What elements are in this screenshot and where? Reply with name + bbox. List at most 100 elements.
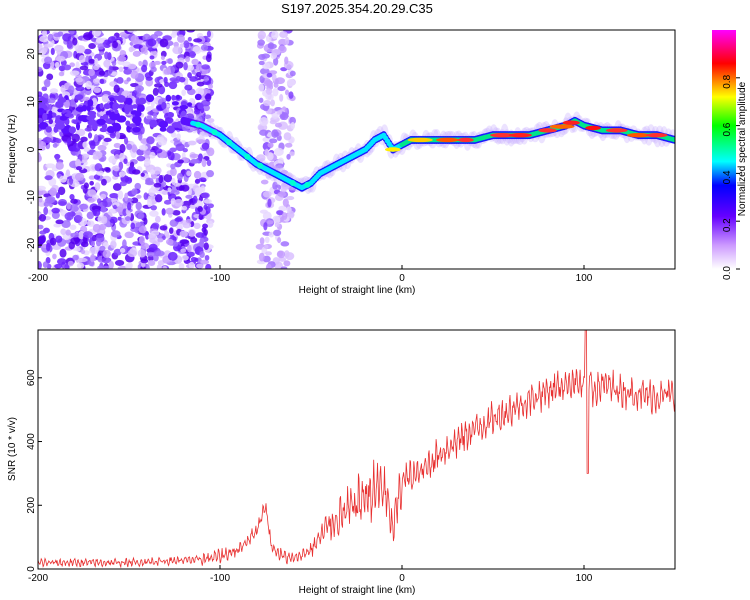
noise-speckle bbox=[112, 183, 122, 191]
noise-speckle bbox=[54, 61, 60, 68]
noise-speckle bbox=[275, 77, 286, 85]
noise-speckle bbox=[81, 241, 89, 248]
noise-speckle bbox=[38, 66, 43, 72]
noise-speckle bbox=[193, 109, 201, 115]
noise-speckle bbox=[143, 149, 151, 156]
noise-speckle bbox=[201, 64, 210, 70]
noise-speckle bbox=[44, 56, 53, 64]
noise-speckle bbox=[274, 222, 280, 228]
noise-speckle bbox=[165, 207, 174, 215]
ridge-hotspot bbox=[508, 132, 532, 138]
noise-speckle bbox=[47, 33, 54, 42]
noise-speckle bbox=[179, 104, 189, 110]
colorbar: 0.0 0.2 0.4 0.6 0.8 Normalized spectral ampl… bbox=[712, 30, 748, 280]
noise-speckle bbox=[116, 55, 127, 62]
noise-speckle bbox=[44, 175, 53, 181]
noise-speckle bbox=[264, 148, 270, 157]
snr-series-line bbox=[38, 330, 675, 569]
noise-speckle bbox=[92, 123, 98, 130]
noise-speckle bbox=[86, 211, 94, 220]
noise-speckle bbox=[181, 205, 188, 211]
noise-speckle bbox=[38, 117, 43, 123]
noise-speckle bbox=[193, 170, 202, 179]
noise-speckle bbox=[96, 118, 106, 126]
noise-speckle bbox=[131, 115, 142, 124]
noise-speckle bbox=[119, 170, 126, 177]
noise-speckle bbox=[130, 222, 136, 230]
noise-speckle bbox=[143, 158, 151, 166]
noise-speckle bbox=[181, 254, 189, 261]
noise-speckle bbox=[69, 70, 80, 77]
noise-speckle bbox=[88, 175, 96, 180]
noise-speckle bbox=[93, 174, 101, 180]
noise-speckle bbox=[146, 115, 153, 120]
noise-speckle bbox=[79, 65, 89, 71]
ridge-hotspot bbox=[538, 128, 557, 133]
noise-speckle bbox=[179, 239, 190, 244]
noise-speckle bbox=[274, 261, 283, 269]
noise-speckle bbox=[124, 177, 133, 184]
noise-speckle bbox=[118, 161, 124, 171]
noise-speckle bbox=[196, 71, 202, 78]
noise-speckle bbox=[75, 166, 83, 171]
noise-speckle bbox=[41, 86, 48, 92]
noise-speckle bbox=[79, 203, 89, 210]
noise-speckle bbox=[197, 102, 204, 110]
noise-speckle bbox=[276, 250, 286, 259]
snr-panel: -200 -100 0 100 0 200 400 600 Height of straig… bbox=[7, 329, 676, 596]
noise-speckle bbox=[272, 215, 281, 224]
noise-speckle bbox=[162, 123, 167, 128]
noise-speckle bbox=[268, 231, 275, 238]
noise-speckle bbox=[208, 84, 214, 89]
noise-speckle bbox=[119, 152, 126, 161]
noise-speckle bbox=[192, 195, 198, 204]
noise-speckle bbox=[199, 250, 205, 258]
ridge-hotspot bbox=[195, 121, 202, 128]
noise-speckle bbox=[196, 263, 204, 269]
noise-speckle bbox=[71, 133, 80, 143]
noise-speckle bbox=[175, 143, 185, 152]
noise-speckle bbox=[166, 66, 171, 75]
noise-speckle bbox=[143, 217, 148, 225]
noise-speckle bbox=[140, 172, 145, 177]
noise-speckle bbox=[91, 30, 102, 37]
noise-speckle bbox=[92, 208, 101, 217]
snr-x-tick-label: -200 bbox=[28, 573, 48, 584]
noise-speckle bbox=[178, 108, 187, 117]
noise-speckle bbox=[263, 244, 269, 249]
noise-speckle bbox=[138, 225, 147, 234]
noise-speckle bbox=[98, 70, 106, 76]
noise-speckle bbox=[277, 86, 286, 92]
noise-speckle bbox=[259, 125, 265, 131]
noise-speckle bbox=[65, 169, 71, 177]
noise-speckle bbox=[63, 82, 71, 90]
noise-speckle bbox=[87, 132, 93, 139]
snr-x-tick-label: -100 bbox=[210, 573, 230, 584]
noise-speckle bbox=[200, 44, 209, 51]
noise-speckle bbox=[203, 199, 212, 204]
noise-speckle bbox=[127, 202, 132, 211]
noise-speckle bbox=[172, 46, 182, 55]
noise-speckle bbox=[137, 249, 147, 258]
spectrogram-x-label: Height of straight line (km) bbox=[299, 285, 416, 296]
ridge-hotspot bbox=[257, 162, 264, 169]
noise-speckle bbox=[189, 97, 195, 104]
noise-speckle bbox=[111, 60, 117, 67]
spectrogram-x-tick-label: 0 bbox=[399, 273, 405, 284]
noise-speckle bbox=[149, 151, 156, 159]
ridge-hotspot bbox=[407, 137, 433, 143]
noise-speckle bbox=[39, 230, 47, 235]
noise-speckle bbox=[206, 159, 212, 167]
noise-speckle bbox=[279, 31, 288, 39]
noise-speckle bbox=[187, 36, 192, 42]
noise-speckle bbox=[51, 207, 60, 214]
noise-speckle bbox=[128, 123, 138, 128]
noise-speckle bbox=[74, 172, 85, 181]
noise-speckle bbox=[279, 94, 284, 102]
noise-speckle bbox=[131, 188, 138, 196]
noise-speckle bbox=[163, 199, 172, 205]
noise-speckle bbox=[126, 77, 131, 82]
noise-speckle bbox=[172, 30, 177, 36]
noise-speckle bbox=[89, 246, 99, 255]
